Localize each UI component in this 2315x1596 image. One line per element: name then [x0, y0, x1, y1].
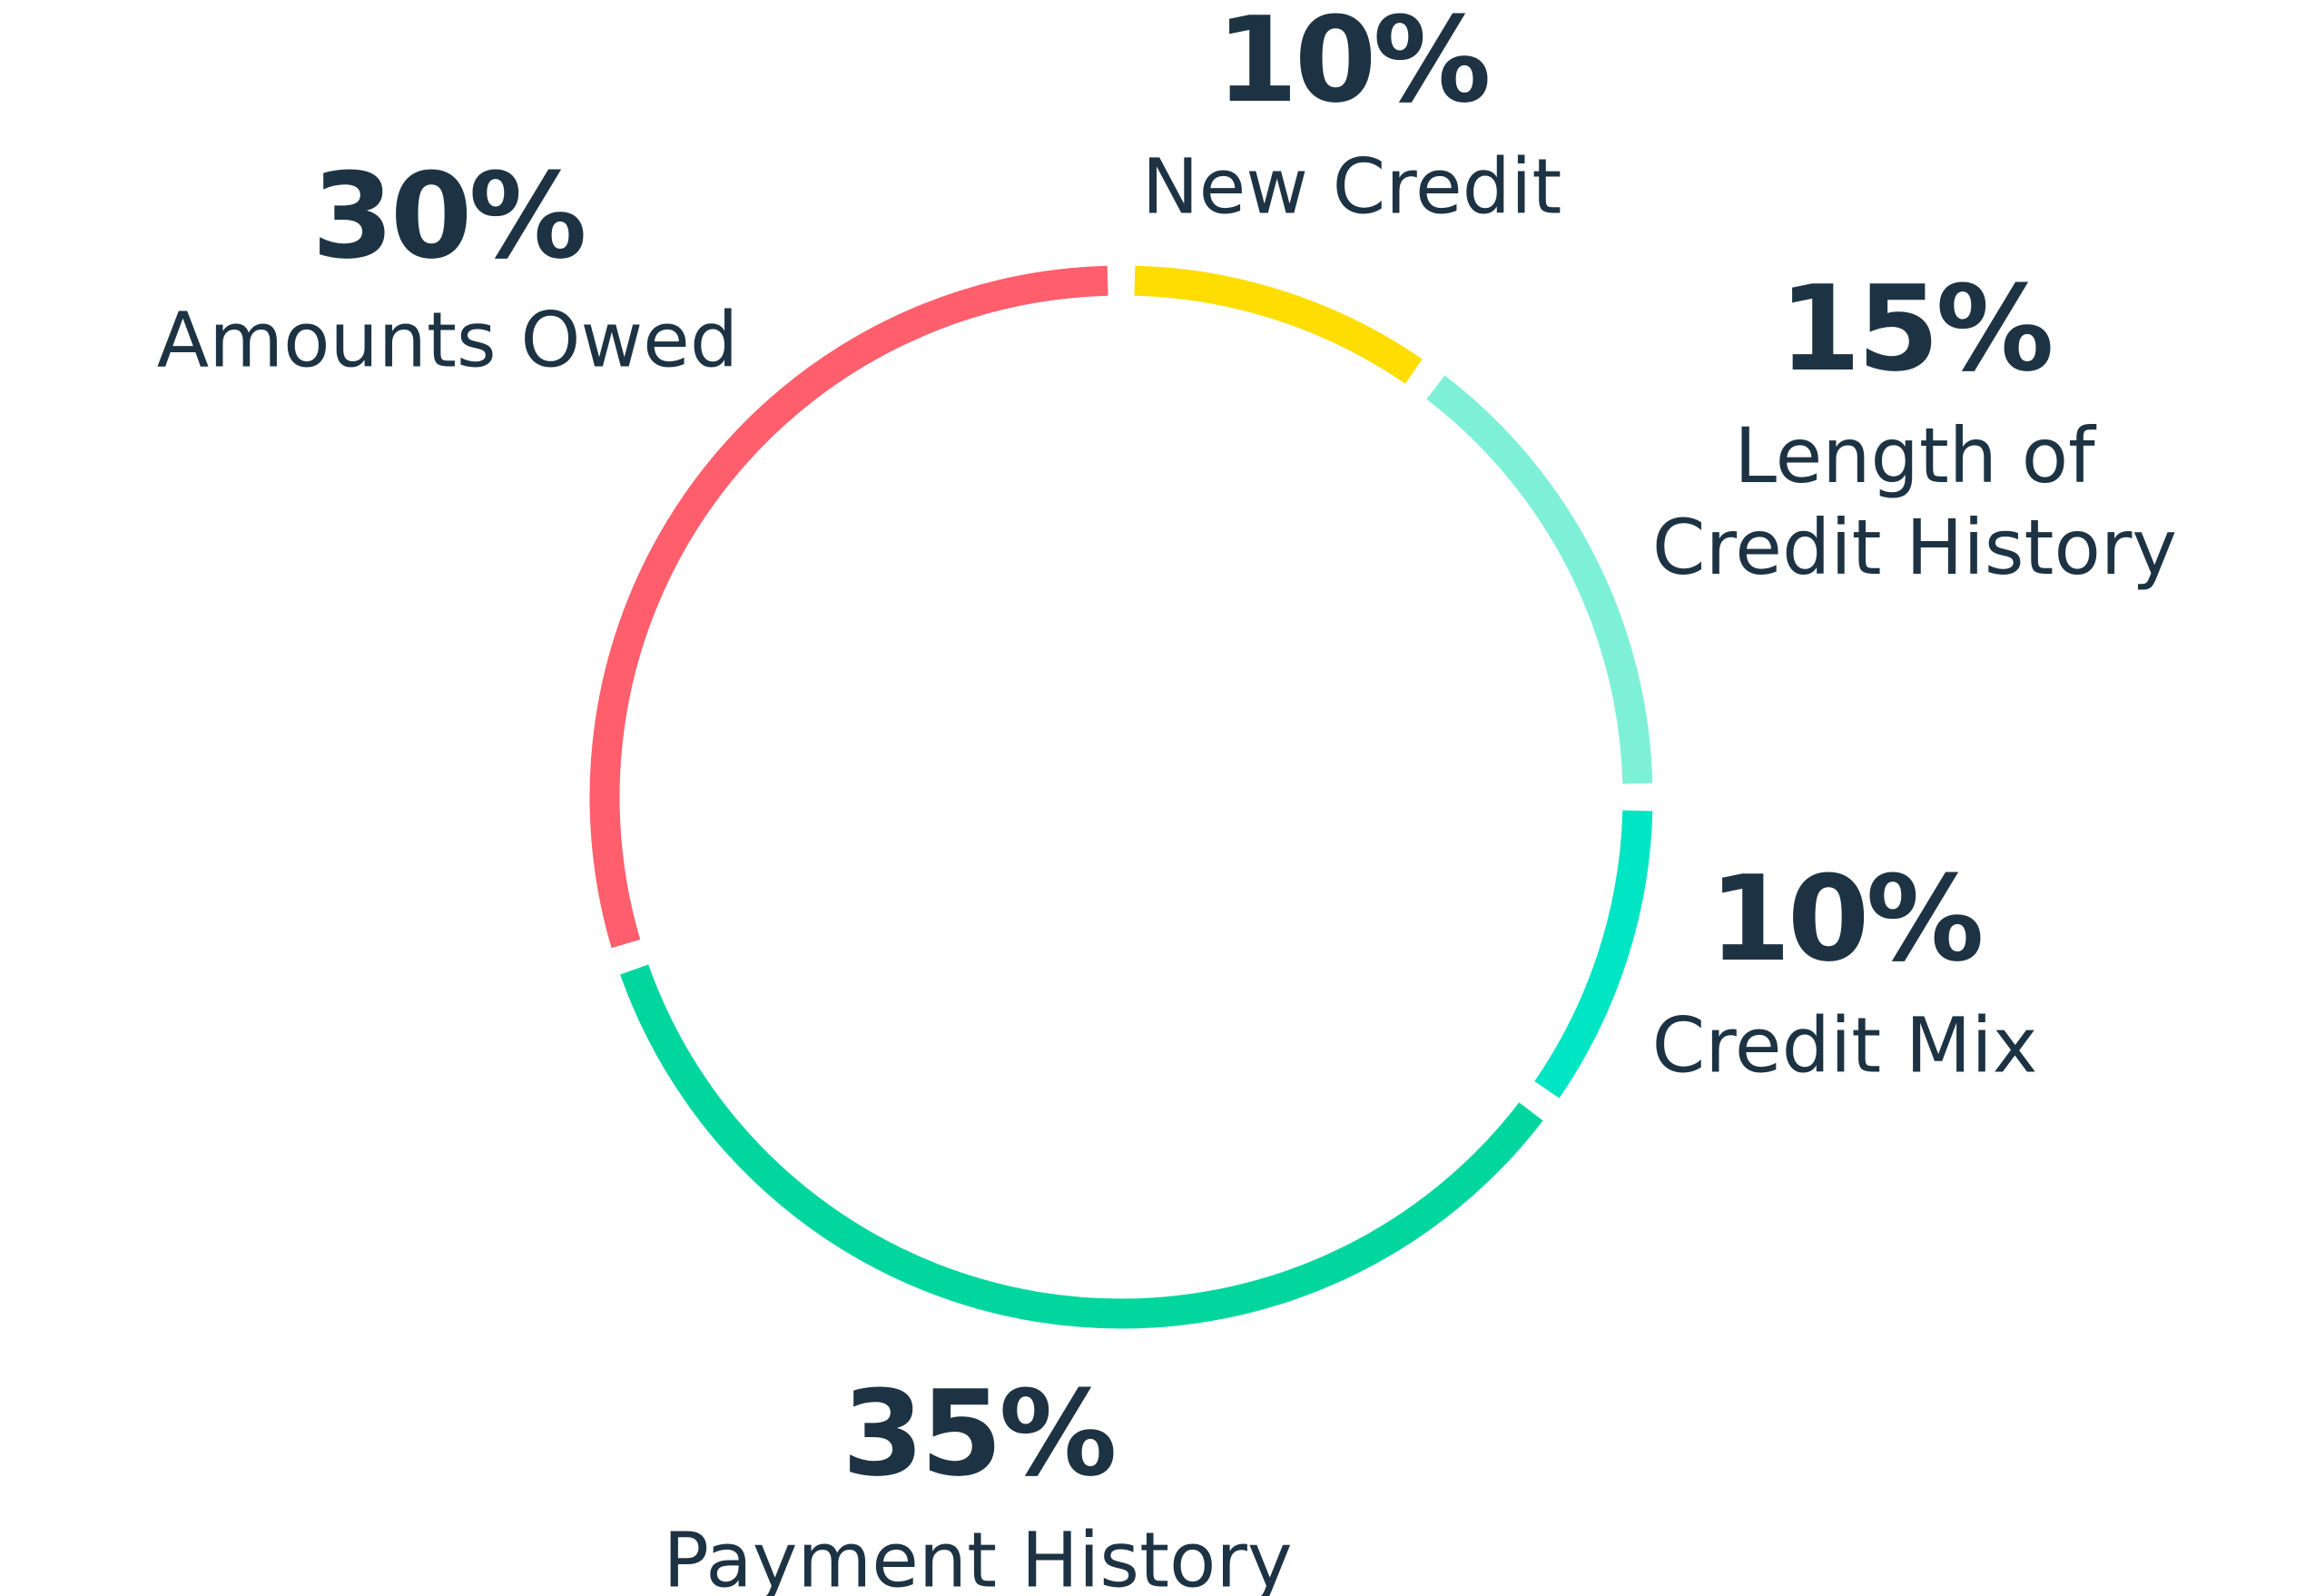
donut-segment: [589, 265, 1108, 949]
category-label: Amounts Owed: [156, 295, 739, 385]
category-label: New Credit: [1141, 142, 1562, 232]
value-label: 15%: [1778, 260, 2054, 398]
value-label: 30%: [311, 147, 586, 285]
donut-segment: [1134, 265, 1423, 384]
value-label: 10%: [1216, 0, 1491, 129]
category-label: Payment History: [663, 1515, 1293, 1596]
donut-segment: [1426, 375, 1653, 784]
value-label: 35%: [842, 1364, 1117, 1502]
category-label: Credit Mix: [1651, 1000, 2038, 1090]
donut-segment: [620, 964, 1543, 1329]
category-label: Length of Credit History: [1651, 411, 2178, 592]
donut-segment: [1534, 810, 1653, 1098]
value-label: 10%: [1709, 850, 1984, 988]
